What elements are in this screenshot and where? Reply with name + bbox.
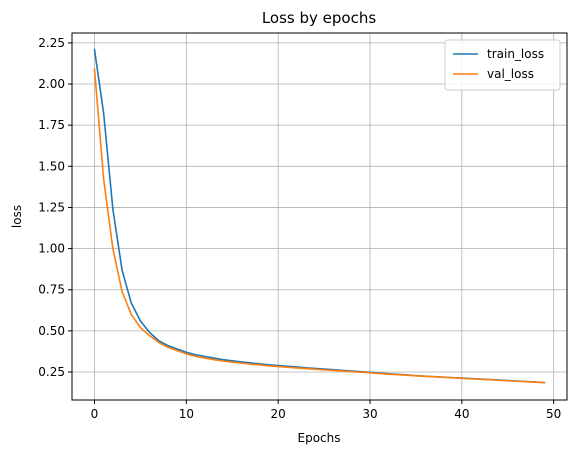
legend-box xyxy=(444,39,561,91)
legend: train_loss val_loss xyxy=(444,39,561,91)
chart-title: Loss by epochs xyxy=(262,9,377,27)
y-tick-label: 1.25 xyxy=(38,200,65,214)
x-tick-label: 40 xyxy=(454,407,469,421)
x-tick-label: 50 xyxy=(546,407,561,421)
plot-frame xyxy=(71,32,568,401)
y-tick-label: 1.00 xyxy=(38,242,65,256)
y-tick-label: 1.50 xyxy=(38,159,65,173)
legend-label: train_loss xyxy=(487,47,544,61)
y-tick-label: 0.50 xyxy=(38,324,65,338)
x-tick-label: 20 xyxy=(271,407,286,421)
x-axis-label: Epochs xyxy=(298,431,341,445)
y-tick-label: 2.00 xyxy=(38,77,65,91)
y-tick-label: 0.25 xyxy=(38,365,65,379)
grid-lines xyxy=(72,33,567,400)
legend-label: val_loss xyxy=(487,67,534,81)
series-line-val-loss xyxy=(93,68,546,384)
y-tick-label: 0.75 xyxy=(38,283,65,297)
y-tick-label: 2.25 xyxy=(38,36,65,50)
x-tick-label: 10 xyxy=(179,407,194,421)
x-tick-label: 0 xyxy=(91,407,99,421)
x-tick-label: 30 xyxy=(362,407,377,421)
series-layer xyxy=(93,48,546,384)
y-tick-label: 1.75 xyxy=(38,118,65,132)
y-axis-label: loss xyxy=(10,205,24,228)
axis-ticks: 0 10 20 30 40 50 0.25 0.50 0.75 1.00 1.25 1.50 1.75 2… xyxy=(38,36,561,421)
